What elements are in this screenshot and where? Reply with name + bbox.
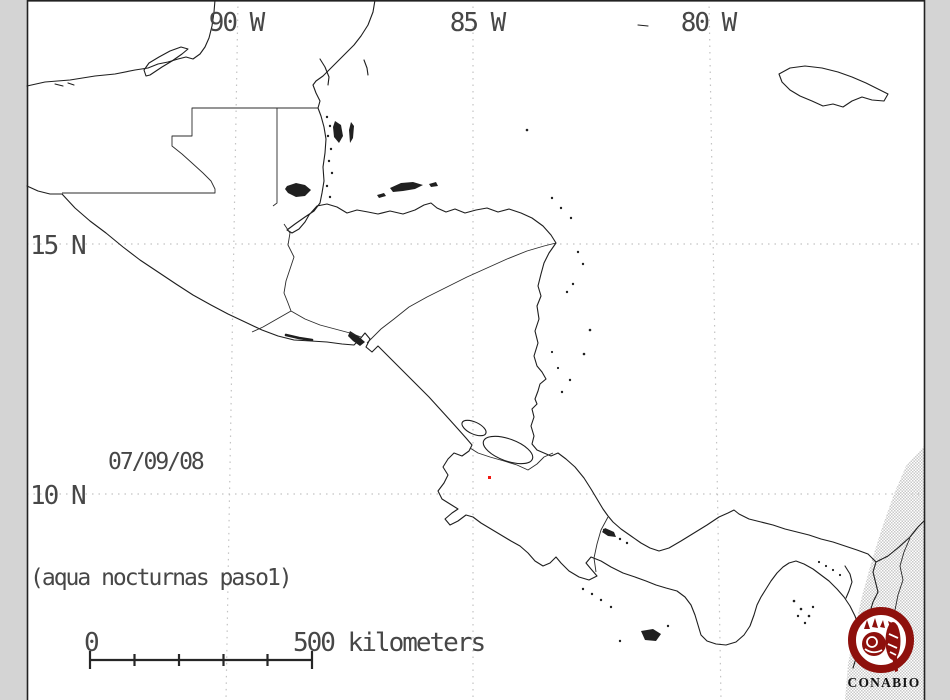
graticule — [27, 0, 925, 700]
island-coiba — [641, 629, 661, 641]
lake-izabal — [285, 183, 311, 197]
conabio-logo-emblem — [848, 607, 914, 673]
islands — [319, 24, 889, 643]
map-sheet — [27, 0, 925, 700]
bocas-del-toro — [602, 528, 616, 537]
scale-zero-label: 0 — [84, 628, 98, 658]
scale-unit-label: 500 kilometers — [293, 628, 484, 658]
fire-point — [488, 476, 491, 479]
lakes — [285, 183, 534, 465]
small-cays — [325, 115, 842, 643]
island-guanaja — [429, 182, 438, 187]
conabio-logo-text: CONABIO — [848, 675, 921, 690]
island-cayman — [637, 24, 649, 27]
turneffe-atoll — [333, 121, 343, 143]
lake-nicaragua — [482, 435, 534, 465]
island-roatan — [390, 182, 423, 192]
latitude-label-15n: 15 N — [30, 231, 85, 261]
conabio-logo: CONABIO — [848, 607, 921, 690]
latitude-label-10n: 10 N — [30, 481, 85, 511]
island-jamaica — [778, 65, 889, 108]
island-utila — [377, 193, 386, 198]
island-ambergris — [319, 58, 330, 86]
dataset-caption: (aqua nocturnas paso1) — [30, 565, 291, 591]
longitude-label-85w: 85 W — [450, 8, 507, 38]
scale-bar: 0 500 kilometers — [84, 628, 486, 669]
longitude-label-90w: 90 W — [209, 8, 266, 38]
map-frame — [26, 0, 926, 700]
lighthouse-reef — [349, 122, 354, 143]
longitude-label-80w: 80 W — [681, 8, 738, 38]
island-cozumel — [363, 59, 369, 76]
graticule-labels: 90 W 85 W 80 W 15 N 10 N — [30, 8, 740, 511]
date-stamp: 07/09/08 — [108, 449, 204, 475]
lake-managua — [461, 419, 487, 437]
